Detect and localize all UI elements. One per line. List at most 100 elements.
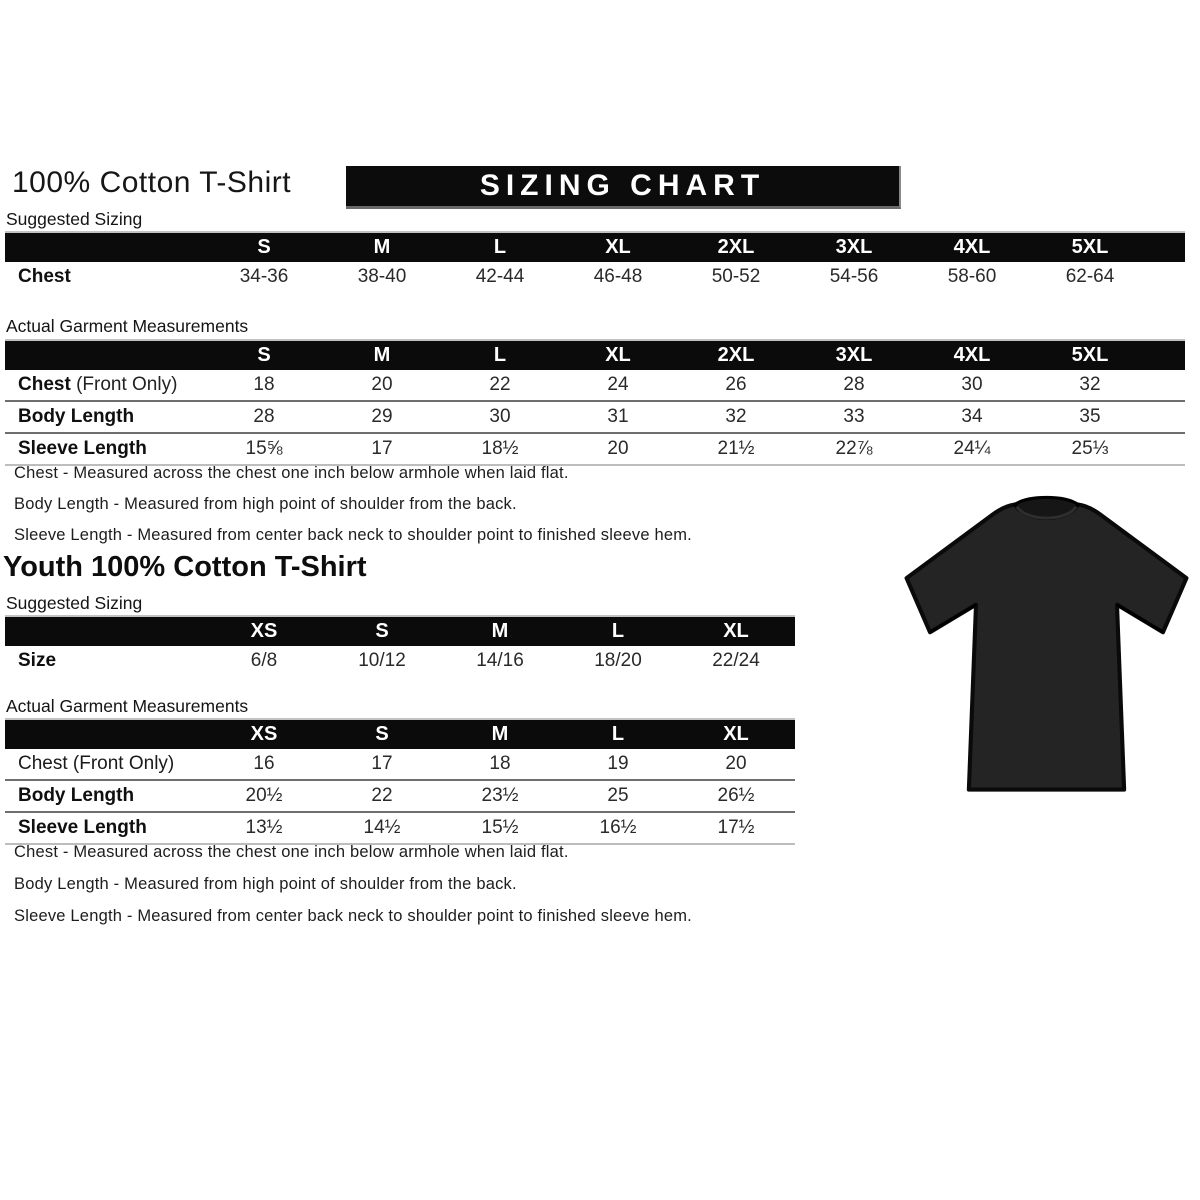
cell: 25 — [559, 779, 677, 812]
cell: 16 — [205, 749, 323, 780]
cell: 25⅓ — [1031, 432, 1149, 465]
row-label-chest-front-only: Chest (Front Only) — [5, 370, 205, 401]
size-column-header: 5XL — [1031, 232, 1149, 262]
cell: 30 — [913, 370, 1031, 401]
youth-measurement-note-chest: Chest - Measured across the chest one in… — [14, 843, 569, 861]
size-column-header: XL — [559, 340, 677, 370]
cell: 10/12 — [323, 646, 441, 676]
size-column-header: 4XL — [913, 340, 1031, 370]
cell: 20½ — [205, 779, 323, 812]
cell: 21½ — [677, 432, 795, 465]
table-row: Chest (Front Only) 18 20 22 24 26 28 30 … — [5, 370, 1185, 401]
cell: 42-44 — [441, 262, 559, 292]
measurement-note-body-length: Body Length - Measured from high point o… — [14, 495, 517, 513]
youth-actual-measurements-table: XS S M L XL Chest (Front Only) 16 17 18 … — [5, 718, 795, 845]
table-row: Chest (Front Only) 16 17 18 19 20 — [5, 749, 795, 780]
table-row: Size 6/8 10/12 14/16 18/20 22/24 — [5, 646, 795, 676]
cell: 24 — [559, 370, 677, 401]
size-column-header: L — [441, 340, 559, 370]
cell: 62-64 — [1031, 262, 1149, 292]
cell: 20 — [677, 749, 795, 780]
table-row: Chest 34-36 38-40 42-44 46-48 50-52 54-5… — [5, 262, 1185, 292]
row-label-body-length: Body Length — [5, 400, 205, 433]
size-column-header: M — [441, 616, 559, 646]
cell: 26 — [677, 370, 795, 401]
row-label-size: Size — [5, 646, 205, 676]
cell: 18/20 — [559, 646, 677, 676]
page-title: 100% Cotton T-Shirt — [12, 166, 292, 199]
sizing-chart-banner: SIZING CHART — [346, 166, 901, 209]
cell: 28 — [205, 400, 323, 433]
table-header-row: S M L XL 2XL 3XL 4XL 5XL — [5, 232, 1185, 262]
header-spacer — [1149, 340, 1185, 370]
table-header-row: XS S M L XL — [5, 719, 795, 749]
cell: 46-48 — [559, 262, 677, 292]
size-column-header: 3XL — [795, 340, 913, 370]
cell: 20 — [323, 370, 441, 401]
cell — [1149, 432, 1185, 465]
size-column-header: XL — [559, 232, 677, 262]
cell: 35 — [1031, 400, 1149, 433]
cell: 32 — [1031, 370, 1149, 401]
size-column-header: L — [559, 719, 677, 749]
cell: 19 — [559, 749, 677, 780]
cell: 15⅝ — [205, 432, 323, 465]
cell: 58-60 — [913, 262, 1031, 292]
size-column-header: XL — [677, 719, 795, 749]
cell: 18½ — [441, 432, 559, 465]
size-column-header: L — [559, 616, 677, 646]
cell: 34-36 — [205, 262, 323, 292]
row-label-sleeve-length: Sleeve Length — [5, 432, 205, 465]
youth-suggested-sizing-label: Suggested Sizing — [6, 593, 143, 613]
row-label-bold: Chest — [18, 374, 71, 395]
table-row: Sleeve Length 13½ 14½ 15½ 16½ 17½ — [5, 811, 795, 844]
cell: 20 — [559, 432, 677, 465]
cell: 38-40 — [323, 262, 441, 292]
size-column-header: 5XL — [1031, 340, 1149, 370]
youth-measurement-note-sleeve-length: Sleeve Length - Measured from center bac… — [14, 907, 692, 925]
cell: 22⅞ — [795, 432, 913, 465]
size-column-header: M — [441, 719, 559, 749]
adult-suggested-sizing-table: S M L XL 2XL 3XL 4XL 5XL Chest 34-36 38-… — [5, 231, 1185, 292]
adult-suggested-sizing-label: Suggested Sizing — [6, 209, 143, 229]
youth-suggested-sizing-table: XS S M L XL Size 6/8 10/12 14/16 18/20 2… — [5, 615, 795, 676]
table-row: Body Length 20½ 22 23½ 25 26½ — [5, 779, 795, 812]
cell: 13½ — [205, 811, 323, 844]
cell: 15½ — [441, 811, 559, 844]
row-label-body-length: Body Length — [5, 779, 205, 812]
size-column-header: M — [323, 232, 441, 262]
adult-actual-measurements-table: S M L XL 2XL 3XL 4XL 5XL Chest (Front On… — [5, 339, 1185, 466]
cell: 17 — [323, 432, 441, 465]
cell: 17½ — [677, 811, 795, 844]
header-spacer — [5, 340, 205, 370]
cell: 31 — [559, 400, 677, 433]
size-column-header: 4XL — [913, 232, 1031, 262]
youth-measurement-note-body-length: Body Length - Measured from high point o… — [14, 875, 517, 893]
adult-actual-measurements-label: Actual Garment Measurements — [6, 316, 249, 336]
measurement-note-sleeve-length: Sleeve Length - Measured from center bac… — [14, 526, 692, 544]
black-tshirt-image — [904, 495, 1189, 792]
header-spacer — [5, 232, 205, 262]
size-column-header: 3XL — [795, 232, 913, 262]
table-row: Body Length 28 29 30 31 32 33 34 35 — [5, 400, 1185, 433]
youth-section-title: Youth 100% Cotton T-Shirt — [3, 551, 367, 583]
size-column-header: S — [323, 616, 441, 646]
cell: 23½ — [441, 779, 559, 812]
cell: 22/24 — [677, 646, 795, 676]
size-column-header: M — [323, 340, 441, 370]
cell: 50-52 — [677, 262, 795, 292]
header-spacer — [1149, 232, 1185, 262]
row-label-chest: Chest — [5, 262, 205, 292]
cell: 54-56 — [795, 262, 913, 292]
cell — [1149, 400, 1185, 433]
cell: 14½ — [323, 811, 441, 844]
size-column-header: XS — [205, 616, 323, 646]
youth-actual-measurements-label: Actual Garment Measurements — [6, 696, 249, 716]
cell: 33 — [795, 400, 913, 433]
cell: 17 — [323, 749, 441, 780]
table-header-row: S M L XL 2XL 3XL 4XL 5XL — [5, 340, 1185, 370]
size-column-header: L — [441, 232, 559, 262]
cell — [1149, 262, 1185, 292]
cell: 6/8 — [205, 646, 323, 676]
cell: 14/16 — [441, 646, 559, 676]
